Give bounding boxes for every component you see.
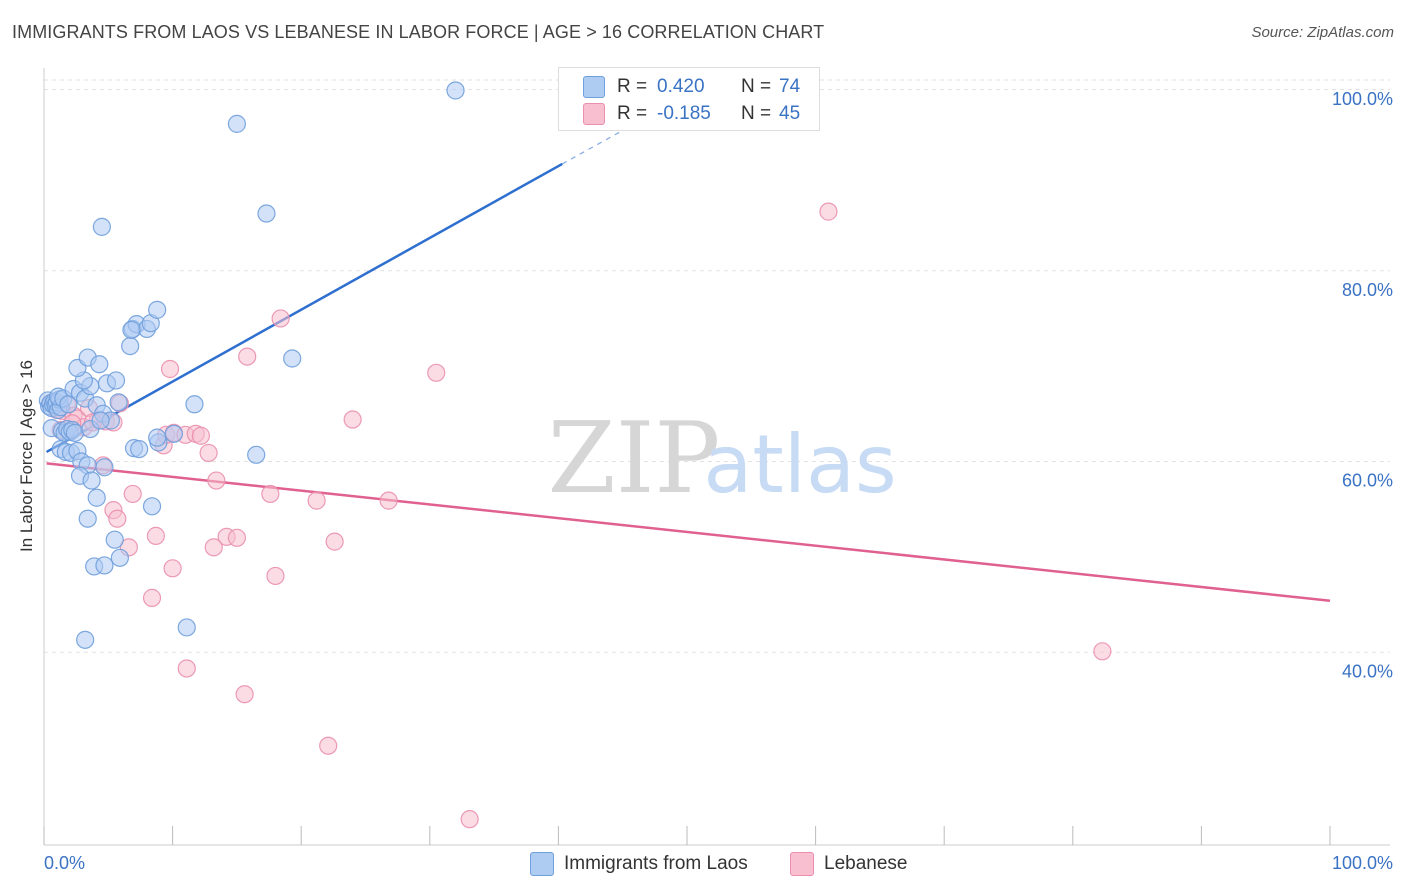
point-lebanese-35 [177,659,196,678]
point-laos-67 [164,424,183,443]
point-laos-46 [87,488,106,507]
legend-r-value-laos: 0.420 [657,76,705,97]
point-laos-50 [110,548,129,567]
point-lebanese-46 [427,363,446,382]
y-tick-label-60: 60.0% [1342,471,1393,491]
point-lebanese-42 [319,736,338,755]
point-lebanese-40 [238,347,257,366]
point-lebanese-29 [207,471,226,490]
point-lebanese-32 [227,528,246,547]
point-lebanese-18 [108,509,127,528]
series-swatch-lebanese [790,852,814,876]
point-lebanese-38 [261,484,280,504]
point-laos-62 [92,217,111,236]
point-laos-38 [106,371,126,390]
legend-row-lebanese: R = -0.185 N = 45 [583,102,800,126]
point-laos-68 [185,395,204,414]
point-lebanese-48 [819,202,838,221]
correlation-legend: R = 0.420 N = 74 R = -0.185 N = 45 [558,67,820,131]
point-laos-53 [76,630,95,649]
axes [43,68,1390,846]
point-laos-49 [105,530,124,549]
source-label: Source: ZipAtlas.com [1251,24,1394,41]
point-lebanese-25 [160,359,180,379]
point-lebanese-33 [163,559,182,578]
point-lebanese-36 [235,685,254,704]
point-laos-45 [82,471,101,490]
point-lebanese-44 [343,410,362,429]
y-tick-label-100: 100.0% [1332,89,1393,109]
x-tick-label-100: 100.0% [1332,853,1393,873]
point-lebanese-20 [146,526,165,545]
legend-n-label: N = [741,103,772,124]
watermark-atlas: atlas [703,418,896,511]
data-points [38,81,1112,829]
legend-swatch-laos [583,76,605,98]
point-lebanese-43 [325,532,344,551]
gridlines [44,79,1390,653]
point-laos-66 [148,428,167,447]
y-tick-label-40: 40.0% [1342,661,1393,681]
point-lebanese-45 [379,491,398,510]
legend-n-value-lebanese: 45 [779,103,801,124]
legend-r-label: R = [617,103,648,124]
legend-swatch-lebanese [583,103,605,125]
chart-title: IMMIGRANTS FROM LAOS VS LEBANESE IN LABO… [12,22,825,42]
series-swatch-laos [530,852,554,876]
legend-r-value-lebanese: -0.185 [657,103,711,124]
trend-line-laos [45,162,563,454]
legend-n-label: N = [741,76,772,97]
point-lebanese-31 [204,538,223,557]
point-laos-48 [78,509,97,528]
point-laos-70 [283,349,302,368]
tick-labels: 40.0% 60.0% 80.0% 100.0% 0.0% 100.0% [44,89,1393,873]
series-label-lebanese: Lebanese [824,853,908,874]
point-lebanese-41 [307,491,326,510]
x-tick-label-0: 0.0% [44,853,85,873]
point-laos-71 [227,114,246,133]
point-laos-73 [446,81,465,100]
series-legend-lebanese: Lebanese [790,852,907,876]
point-lebanese-28 [199,443,218,463]
point-laos-61 [122,320,141,339]
trend-line-lebanese [46,462,1331,602]
point-laos-43 [95,458,114,477]
point-laos-64 [130,440,149,459]
point-lebanese-39 [271,309,290,328]
point-lebanese-34 [142,588,162,607]
y-tick-label-80: 80.0% [1342,280,1393,300]
point-laos-55 [121,336,140,356]
legend-row-laos: R = 0.420 N = 74 [583,75,800,99]
watermark-zip: ZIP [548,402,721,516]
y-axis-label: In Labor Force | Age > 16 [17,359,36,553]
point-laos-17 [65,423,84,442]
point-laos-69 [247,445,266,464]
series-label-laos: Immigrants from Laos [564,853,748,874]
point-laos-72 [257,204,276,223]
point-laos-60 [148,300,167,319]
point-laos-32 [109,393,128,412]
series-legend-laos: Immigrants from Laos [530,852,748,876]
legend-n-value-laos: 74 [779,76,801,97]
point-lebanese-27 [191,426,210,445]
point-lebanese-37 [266,566,285,586]
legend-r-label: R = [617,76,648,97]
point-laos-47 [142,497,162,516]
point-lebanese-49 [1093,642,1112,661]
point-laos-36 [90,355,109,374]
point-laos-52 [95,556,114,575]
point-laos-40 [91,411,110,430]
point-lebanese-16 [123,484,142,504]
point-lebanese-47 [460,810,479,829]
point-laos-54 [177,618,196,637]
